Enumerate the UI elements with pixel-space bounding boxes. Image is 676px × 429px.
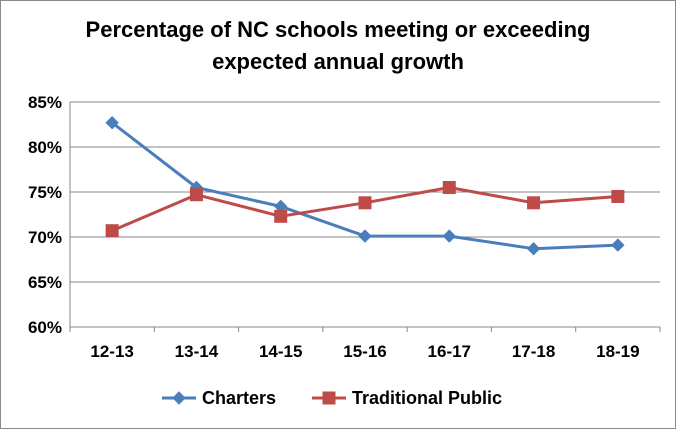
- data-point-traditional-public: [527, 196, 541, 210]
- data-point-charters: [611, 238, 625, 252]
- x-tick-label: 16-17: [428, 342, 471, 361]
- x-tick-label: 15-16: [343, 342, 386, 361]
- x-tick-label: 12-13: [90, 342, 133, 361]
- chart-title-line-2: expected annual growth: [212, 49, 464, 74]
- data-point-traditional-public: [274, 209, 288, 223]
- data-point-charters: [358, 229, 372, 243]
- legend-marker-charters: [172, 391, 186, 405]
- legend-label-traditional-public: Traditional Public: [352, 388, 502, 408]
- x-tick-label: 13-14: [175, 342, 219, 361]
- data-point-charters: [105, 115, 119, 130]
- data-point-charters: [526, 241, 541, 256]
- x-tick-label: 14-15: [259, 342, 302, 361]
- chart-title-line-1: Percentage of NC schools meeting or exce…: [85, 17, 591, 42]
- data-point-traditional-public: [105, 224, 119, 238]
- y-tick-label: 60%: [28, 318, 62, 337]
- legend-label-charters: Charters: [202, 388, 276, 408]
- data-point-charters: [442, 229, 456, 243]
- data-point-traditional-public: [442, 181, 456, 194]
- legend-marker-traditional-public: [322, 391, 336, 405]
- y-tick-label: 65%: [28, 273, 62, 292]
- y-tick-label: 85%: [28, 93, 62, 112]
- chart-title: Percentage of NC schools meeting or exce…: [0, 14, 676, 78]
- data-point-traditional-public: [611, 190, 625, 203]
- y-tick-label: 70%: [28, 228, 62, 247]
- data-point-traditional-public: [358, 196, 372, 210]
- x-tick-label: 18-19: [596, 342, 639, 361]
- x-tick-label: 17-18: [512, 342, 555, 361]
- y-tick-label: 75%: [28, 183, 62, 202]
- y-tick-label: 80%: [28, 138, 62, 157]
- data-point-traditional-public: [189, 188, 203, 202]
